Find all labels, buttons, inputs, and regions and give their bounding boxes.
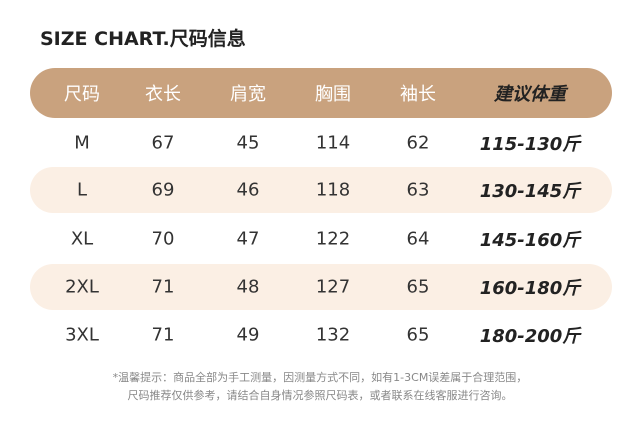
table-cell: 118 <box>315 179 351 201</box>
table-cell: 160-180斤 <box>479 278 581 299</box>
table-cell: M <box>74 132 90 154</box>
table-cell: 2XL <box>65 276 99 298</box>
table-cell: XL <box>70 228 94 250</box>
column-header: 胸围 <box>315 84 351 105</box>
table-cell: 115-130斤 <box>479 134 581 155</box>
table-cell: L <box>76 179 88 201</box>
table-cell: 45 <box>236 132 260 154</box>
table-cell: 69 <box>151 179 175 201</box>
table-cell: 46 <box>236 179 260 201</box>
table-cell: 48 <box>236 276 260 298</box>
column-header: 肩宽 <box>230 84 266 105</box>
table-cell: 130-145斤 <box>479 181 581 202</box>
header-bar <box>30 68 612 118</box>
row-stripe <box>30 167 612 213</box>
table-cell: 71 <box>151 276 175 298</box>
table-cell: 71 <box>151 324 175 346</box>
table-cell: 70 <box>151 228 175 250</box>
title: SIZE CHART.尺码信息 <box>40 28 246 50</box>
table-cell: 127 <box>315 276 351 298</box>
table-cell: 49 <box>236 324 260 346</box>
table-cell: 114 <box>315 132 351 154</box>
table-cell: 67 <box>151 132 175 154</box>
table-cell: 65 <box>406 276 430 298</box>
table-cell: 145-160斤 <box>479 230 581 251</box>
column-header: 建议体重 <box>494 84 566 105</box>
table-cell: 132 <box>315 324 351 346</box>
table-cell: 3XL <box>65 324 99 346</box>
column-header: 衣长 <box>145 84 181 105</box>
table-cell: 65 <box>406 324 430 346</box>
column-header: 袖长 <box>400 84 436 105</box>
row-stripe <box>30 264 612 310</box>
note-line: 尺码推荐仅供参考，请结合自身情况参照尺码表，或者联系在线客服进行咨询。 <box>127 389 513 402</box>
table-cell: 62 <box>406 132 430 154</box>
note-line: *温馨提示：商品全部为手工测量，因测量方式不同，如有1-3CM误差属于合理范围， <box>112 371 528 384</box>
table-cell: 47 <box>236 228 260 250</box>
table-cell: 122 <box>315 228 351 250</box>
column-header: 尺码 <box>64 84 100 105</box>
table-cell: 64 <box>406 228 430 250</box>
table-cell: 63 <box>406 179 430 201</box>
table-cell: 180-200斤 <box>479 326 581 347</box>
